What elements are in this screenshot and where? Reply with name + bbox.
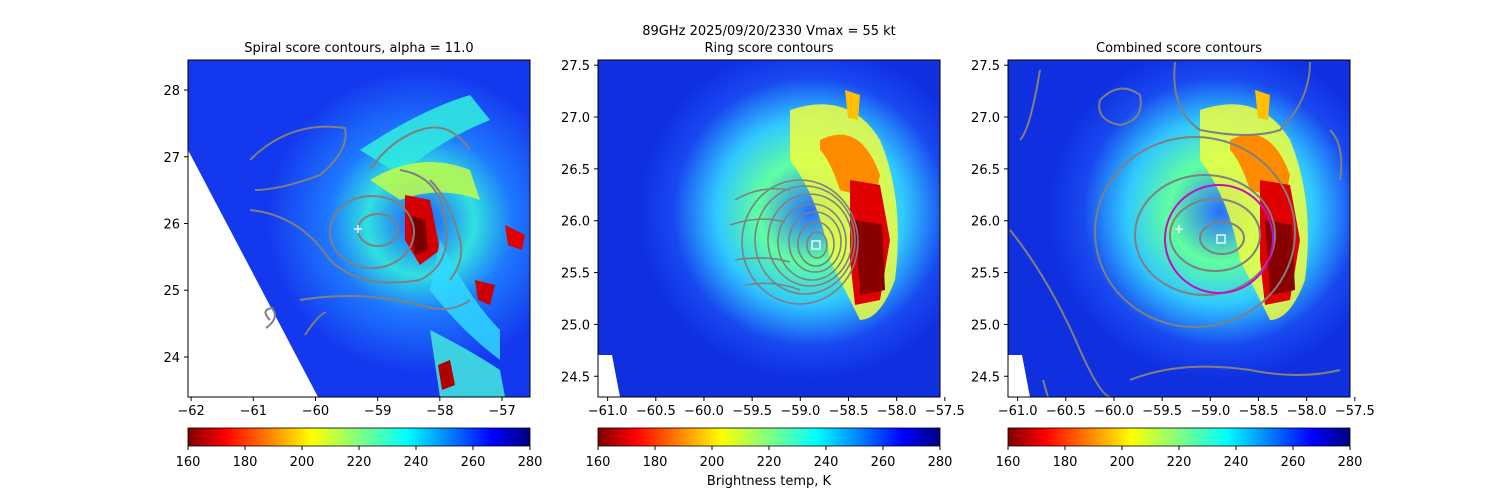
panel-spiral-colorbar [187,427,531,447]
colorbar-tick-label: 200 [700,455,725,470]
x-tick-label: −57.5 [925,404,965,419]
y-tick-label: 25.0 [561,318,590,333]
x-tick-label: −61 [240,404,267,419]
panel-ring-frame [597,59,941,398]
y-tick-label: 24 [163,351,180,366]
y-tick-label: 27.5 [971,59,1000,74]
panel-combined-xaxis: −61.0 −60.5 −60.0 −59.5 −59.0 −58.5 −58.0 −57.5 [998,397,1375,419]
panel-combined-first-guess-marker [1175,225,1183,233]
colorbar-tick-label: 180 [1053,455,1078,470]
x-tick-label: −58.0 [1287,404,1327,419]
colorbar-tick-label: 160 [996,455,1021,470]
colorbar-tick-label: 260 [871,455,896,470]
x-tick-label: −61.0 [998,404,1038,419]
x-tick-label: −57.5 [1335,404,1375,419]
panel-spiral-frame [187,59,531,398]
x-tick-label: −62 [177,404,204,419]
panel-spiral-title: Spiral score contours, alpha = 11.0 [244,41,473,56]
panel-combined-heatmap [1008,60,1350,397]
panel-spiral-xaxis: −62 −61 −60 −59 −58 −57 [177,397,516,419]
colorbar-tick-label: 280 [1338,455,1363,470]
y-tick-label: 27.5 [561,59,590,74]
x-tick-label: −59.0 [780,404,820,419]
y-tick-label: 26 [163,217,180,232]
panel-combined-ring [1164,184,1274,294]
panel-spiral-heatmap [188,60,530,397]
colorbar-tick-label: 280 [928,455,953,470]
x-tick-label: −58.5 [829,404,869,419]
x-tick-label: −58.0 [877,404,917,419]
colorbar-tick-label: 160 [176,455,201,470]
panel-combined-yaxis: 24.5 25.0 25.5 26.0 26.5 27.0 27.5 [971,59,1008,385]
x-tick-label: −59.5 [732,404,772,419]
y-tick-label: 27.0 [971,111,1000,126]
colorbar-tick-label: 220 [1167,455,1192,470]
y-tick-label: 26.0 [971,215,1000,230]
panel-ring-xaxis: −61.0 −60.5 −60.0 −59.5 −59.0 −58.5 −58.0 −57.5 [588,397,965,419]
panel-combined: Combined score contours [971,41,1375,470]
x-tick-label: −59.5 [1142,404,1182,419]
colorbar-tick-label: 280 [518,455,543,470]
colorbar-tick-label: 160 [586,455,611,470]
colorbar-tick-label: 220 [347,455,372,470]
x-tick-label: −59 [364,404,391,419]
y-tick-label: 27.0 [561,111,590,126]
y-tick-label: 26.5 [971,163,1000,178]
panel-ring-title: Ring score contours [704,41,833,56]
panel-combined-colorbar [1007,427,1351,447]
panel-combined-frame [1007,59,1351,398]
colorbar-label: Brightness temp, K [707,474,832,489]
panel-ring-colorbar [597,427,941,447]
panel-spiral-colorbar-ticks: 160 180 200 220 240 260 280 [176,446,543,470]
colorbar-tick-label: 260 [1281,455,1306,470]
panel-ring-contours [729,179,859,305]
y-tick-label: 27 [163,151,180,166]
y-tick-label: 24.5 [561,370,590,385]
panel-ring-colorbar-ticks: 160 180 200 220 240 260 280 [586,446,953,470]
colorbar-tick-label: 200 [1110,455,1135,470]
x-tick-label: −60.5 [636,404,676,419]
colorbar-tick-label: 260 [461,455,486,470]
y-tick-label: 25.0 [971,318,1000,333]
x-tick-label: −61.0 [588,404,628,419]
panel-spiral-contours [249,125,471,336]
y-tick-label: 24.5 [971,370,1000,385]
panel-spiral-center-marker [354,225,362,233]
colorbar-tick-label: 240 [404,455,429,470]
panel-combined-title: Combined score contours [1096,41,1262,56]
colorbar-tick-label: 180 [233,455,258,470]
colorbar-tick-label: 240 [814,455,839,470]
y-tick-label: 28 [163,84,180,99]
x-tick-label: −60.0 [684,404,724,419]
x-tick-label: −60 [302,404,329,419]
x-tick-label: −59.0 [1190,404,1230,419]
panel-spiral-yaxis: 24 25 26 27 28 [163,84,188,366]
panel-ring-heatmap [598,60,940,397]
colorbar-tick-label: 240 [1224,455,1249,470]
y-tick-label: 26.5 [561,163,590,178]
x-tick-label: −57 [488,404,515,419]
y-tick-label: 25.5 [561,267,590,282]
panel-ring-yaxis: 24.5 25.0 25.5 26.0 26.5 27.0 27.5 [561,59,598,385]
x-tick-label: −58.5 [1239,404,1279,419]
colorbar-tick-label: 200 [290,455,315,470]
panel-combined-contours [1009,61,1343,397]
colorbar-tick-label: 180 [643,455,668,470]
panel-ring-center-marker [811,240,821,250]
y-tick-label: 25 [163,284,180,299]
panel-combined-colorbar-ticks: 160 180 200 220 240 260 280 [996,446,1363,470]
figure-suptitle: 89GHz 2025/09/20/2330 Vmax = 55 kt [642,24,896,39]
x-tick-label: −60.0 [1094,404,1134,419]
y-tick-label: 25.5 [971,267,1000,282]
panel-ring: Ring score contours −61.0 −60.5 −60.0 −59. [561,41,965,489]
panel-spiral: Spiral score contours, alpha = 11.0 [163,41,542,470]
y-tick-label: 26.0 [561,215,590,230]
colorbar-tick-label: 220 [757,455,782,470]
x-tick-label: −60.5 [1046,404,1086,419]
panel-combined-center-marker [1216,234,1226,244]
x-tick-label: −58 [426,404,453,419]
